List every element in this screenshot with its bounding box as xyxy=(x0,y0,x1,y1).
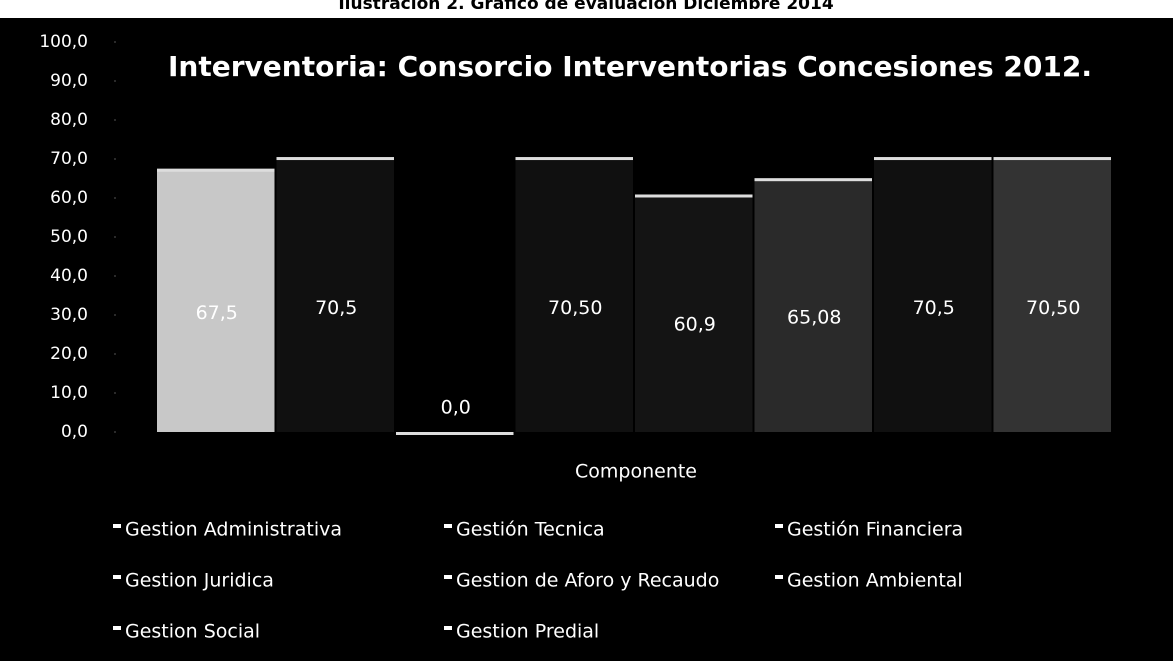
y-tick-label: 0,0 xyxy=(61,422,88,442)
bar xyxy=(754,178,872,432)
legend-marker xyxy=(444,524,452,528)
legend-marker xyxy=(444,575,452,579)
data-label: 70,5 xyxy=(913,297,955,319)
y-tick-label: 50,0 xyxy=(50,227,88,247)
bar xyxy=(874,157,992,433)
chart-title: Interventoria: Consorcio Interventorias … xyxy=(168,50,1092,83)
legend-label: Gestion Ambiental xyxy=(787,570,963,592)
x-axis-label: Componente xyxy=(575,461,697,483)
legend-marker xyxy=(775,524,783,528)
data-label: 65,08 xyxy=(787,306,841,328)
data-label: 0,0 xyxy=(441,397,471,419)
y-tick-label: 90,0 xyxy=(50,71,88,91)
data-label: 70,50 xyxy=(548,297,602,319)
bar-top xyxy=(635,194,753,198)
y-tick-label: 40,0 xyxy=(50,266,88,286)
bar-top xyxy=(276,157,394,161)
y-tick-label: 60,0 xyxy=(50,188,88,208)
bar xyxy=(276,157,394,433)
caption: Ilustración 2. Grafico de evaluación Dic… xyxy=(338,0,834,14)
y-tick-label: 20,0 xyxy=(50,344,88,364)
bar xyxy=(635,194,753,432)
bar-top xyxy=(874,157,992,161)
data-label: 70,5 xyxy=(315,297,357,319)
bar-top xyxy=(754,178,872,182)
bar xyxy=(993,157,1111,433)
y-tick-label: 100,0 xyxy=(39,32,88,52)
legend-label: Gestión Tecnica xyxy=(456,519,605,541)
legend-label: Gestion Predial xyxy=(456,621,599,643)
y-tick-label: 30,0 xyxy=(50,305,88,325)
data-label: 60,9 xyxy=(674,314,716,336)
y-tick-label: 80,0 xyxy=(50,110,88,130)
legend-marker xyxy=(775,575,783,579)
bar xyxy=(157,168,275,432)
legend-label: Gestion Social xyxy=(125,621,260,643)
legend-label: Gestion de Aforo y Recaudo xyxy=(456,570,719,592)
y-tick-label: 70,0 xyxy=(50,149,88,169)
bar xyxy=(515,157,633,433)
legend-marker xyxy=(444,626,452,630)
data-label: 70,50 xyxy=(1026,297,1080,319)
legend-label: Gestion Juridica xyxy=(125,570,274,592)
data-label: 67,5 xyxy=(196,302,238,324)
legend-marker xyxy=(113,524,121,528)
y-tick-label: 10,0 xyxy=(50,383,88,403)
bar-top xyxy=(993,157,1111,161)
legend-marker xyxy=(113,575,121,579)
legend-label: Gestión Financiera xyxy=(787,519,963,541)
bar-top xyxy=(396,432,514,435)
legend-marker xyxy=(113,626,121,630)
bar-top xyxy=(157,168,275,172)
legend-label: Gestion Administrativa xyxy=(125,519,342,541)
bar-top xyxy=(515,157,633,161)
